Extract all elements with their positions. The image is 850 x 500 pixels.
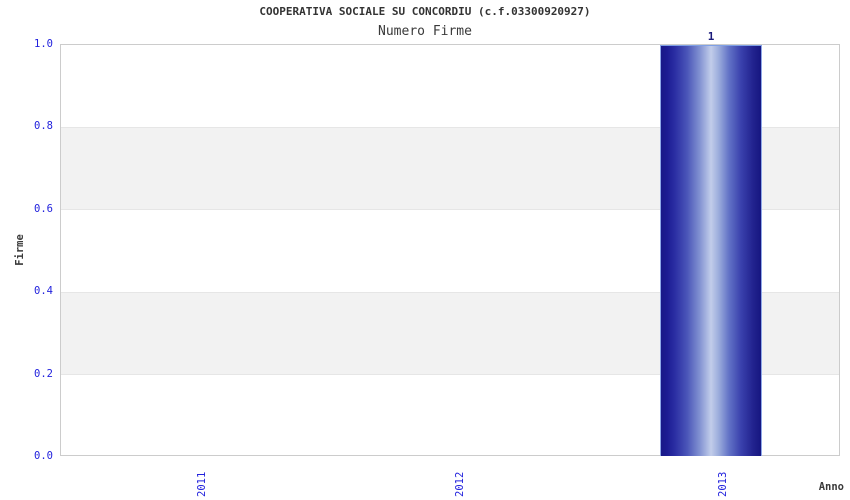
bar-2013 [660, 45, 762, 456]
y-tick-label: 0.6 [34, 202, 53, 215]
x-axis-title: Anno [818, 481, 844, 493]
y-axis-title: Firme [14, 234, 26, 266]
bar-value-label-2013: 1 [707, 30, 715, 43]
x-axis-ticks: 2011 2012 2013 [0, 462, 850, 500]
y-axis-ticks: 1.0 0.8 0.6 0.4 0.2 0.0 [0, 38, 53, 462]
y-tick-label: 0.4 [34, 285, 53, 298]
chart-title: COOPERATIVA SOCIALE SU CONCORDIU (c.f.03… [259, 5, 591, 18]
y-tick-label: 0.2 [34, 367, 53, 380]
y-tick-label: 0.0 [34, 450, 53, 462]
x-tick-label: 2012 [454, 471, 466, 497]
chart-subtitle: Numero Firme [378, 24, 472, 39]
y-tick-label: 1.0 [34, 38, 53, 50]
x-tick-label: 2013 [717, 471, 729, 497]
x-tick-label: 2011 [196, 471, 208, 497]
y-tick-label: 0.8 [34, 120, 53, 133]
